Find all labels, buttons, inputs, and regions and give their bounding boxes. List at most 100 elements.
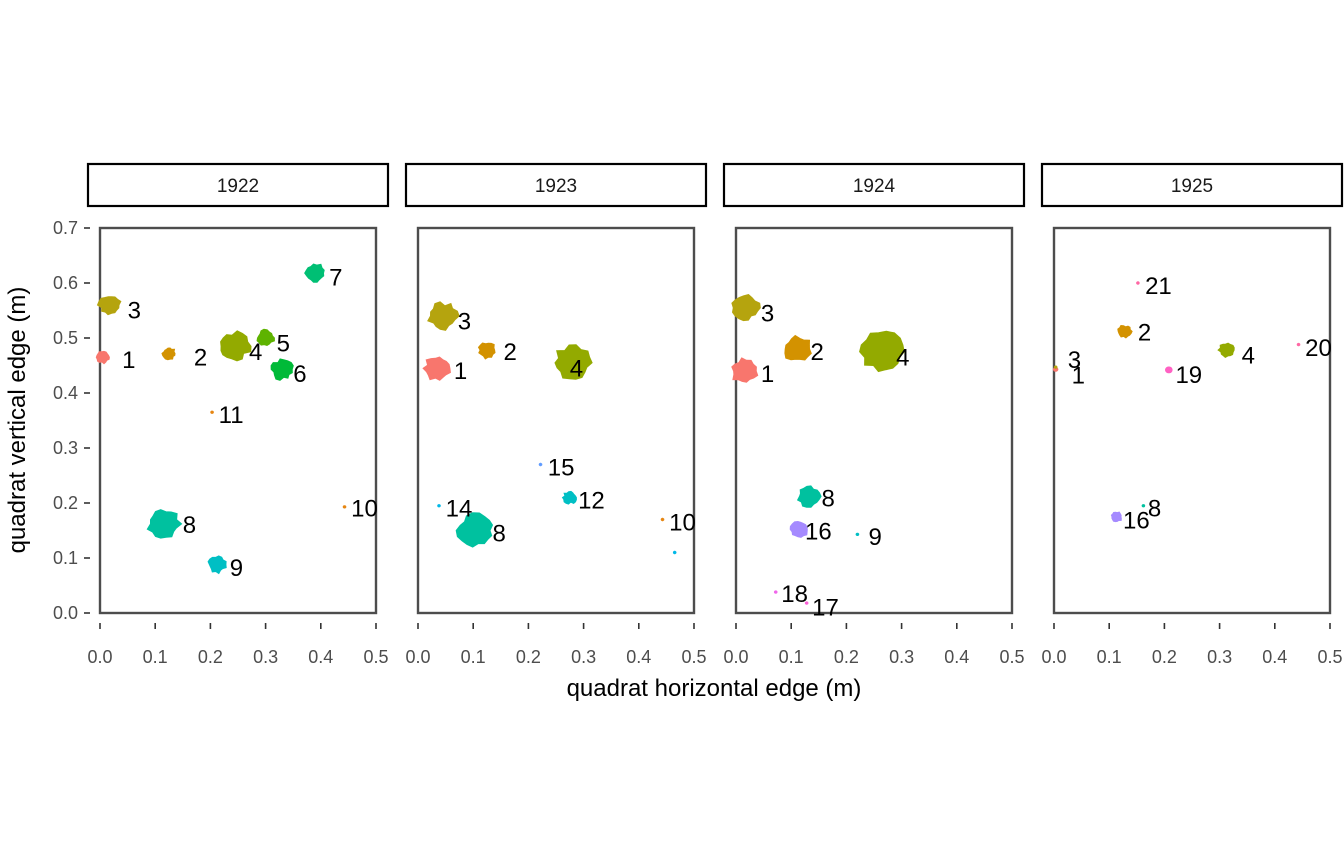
plant-1 [95, 350, 110, 365]
x-tick-label: 0.3 [253, 647, 278, 667]
panel-border [98, 226, 378, 615]
plant-unlabeled [672, 550, 677, 555]
plant-label: 3 [128, 298, 141, 325]
x-tick-label: 0.3 [889, 647, 914, 667]
plant-3 [427, 301, 460, 331]
plant-label: 10 [351, 496, 378, 523]
plant-label: 4 [1242, 343, 1255, 370]
plant-20 [1296, 342, 1301, 347]
plant-1 [731, 357, 759, 383]
plant-label: 6 [293, 361, 306, 388]
plant-label: 3 [1068, 347, 1081, 374]
plant-label: 2 [504, 339, 517, 366]
plant-label: 15 [548, 454, 575, 481]
facet-strip [86, 162, 390, 208]
x-tick-label: 0.2 [516, 647, 541, 667]
x-tick-label: 0.5 [1317, 647, 1342, 667]
x-tick-label: 0.4 [1262, 647, 1287, 667]
x-tick-label: 0.4 [626, 647, 651, 667]
plant-9 [855, 532, 860, 536]
plant-2 [784, 334, 812, 361]
plant-4 [554, 344, 593, 380]
y-tick-label: 0.7 [53, 218, 78, 238]
y-tick-label: 0.4 [53, 383, 78, 403]
x-tick-label: 0.4 [944, 647, 969, 667]
plant-label: 21 [1145, 273, 1172, 300]
x-tick-label: 0.1 [1097, 647, 1122, 667]
plant-label: 19 [1175, 362, 1202, 389]
plant-3 [1053, 365, 1058, 369]
plant-label: 4 [896, 344, 909, 371]
panel-border [1052, 226, 1332, 615]
plant-1 [422, 356, 451, 381]
plant-5 [256, 328, 275, 346]
plant-8 [1141, 504, 1146, 508]
plant-14 [437, 504, 441, 508]
plant-8 [146, 509, 183, 539]
x-tick-label: 0.0 [405, 647, 430, 667]
y-tick-label: 0.1 [53, 548, 78, 568]
plant-label: 4 [249, 339, 262, 366]
plant-label: 8 [493, 520, 506, 547]
plant-17 [804, 601, 809, 605]
plant-3 [96, 296, 122, 316]
x-tick-label: 0.3 [1207, 647, 1232, 667]
plant-4 [859, 330, 905, 373]
plant-16 [789, 520, 808, 538]
x-tick-label: 0.5 [999, 647, 1024, 667]
panel-border [734, 226, 1014, 615]
plant-11 [210, 410, 214, 414]
x-tick-label: 0.3 [571, 647, 596, 667]
plant-4 [220, 330, 252, 362]
plant-label: 9 [230, 555, 243, 582]
x-axis-title: quadrat horizontal edge (m) [567, 675, 862, 702]
plant-label: 2 [194, 344, 207, 371]
plant-21 [1136, 281, 1140, 285]
plant-label: 5 [277, 331, 290, 358]
plant-2 [161, 347, 176, 361]
x-tick-label: 0.2 [198, 647, 223, 667]
plant-label: 16 [805, 519, 832, 546]
facet-strip-label: 1925 [1171, 176, 1213, 197]
plant-label: 17 [812, 595, 839, 622]
plant-label: 16 [1123, 508, 1150, 535]
plant-label: 9 [868, 524, 881, 551]
plant-15 [538, 462, 543, 467]
plant-18 [773, 590, 778, 594]
plant-label: 18 [781, 581, 808, 608]
plant-label: 8 [183, 512, 196, 539]
y-axis-title: quadrat vertical edge (m) [4, 287, 31, 554]
plant-label: 10 [669, 509, 696, 536]
plant-label: 1 [761, 361, 774, 388]
panel-border [416, 226, 696, 615]
y-tick-label: 0.6 [53, 273, 78, 293]
plant-label: 1 [122, 347, 135, 374]
x-tick-label: 0.0 [87, 647, 112, 667]
plant-2 [477, 342, 496, 360]
facet-strip [722, 162, 1026, 208]
plant-label: 14 [446, 496, 473, 523]
panel-1925: 1925 0.0 0.1 0.2 0.3 0.4 0.5 1 2 3 4 816 19 20 21 [1040, 162, 1344, 667]
plant-19 [1164, 366, 1173, 374]
plant-12 [561, 490, 577, 505]
plant-2 [1117, 324, 1133, 339]
x-tick-label: 0.5 [681, 647, 706, 667]
panel-1922: 1922 0.0 0.1 0.2 0.3 0.4 0.5 0.0 0.1 0.2 0.3 0.4 0.5… [53, 162, 390, 667]
plant-label: 2 [811, 339, 824, 366]
plant-label: 3 [761, 300, 774, 327]
x-tick-label: 0.5 [363, 647, 388, 667]
facet-strip-label: 1922 [217, 176, 259, 197]
x-tick-label: 0.2 [834, 647, 859, 667]
plant-label: 1 [1072, 362, 1085, 389]
y-tick-label: 0.5 [53, 328, 78, 348]
x-tick-label: 0.4 [308, 647, 333, 667]
x-tick-label: 0.0 [1041, 647, 1066, 667]
plant-10 [342, 505, 347, 509]
plant-9 [207, 555, 227, 575]
plant-label: 12 [578, 487, 605, 514]
plant-8 [796, 485, 822, 508]
